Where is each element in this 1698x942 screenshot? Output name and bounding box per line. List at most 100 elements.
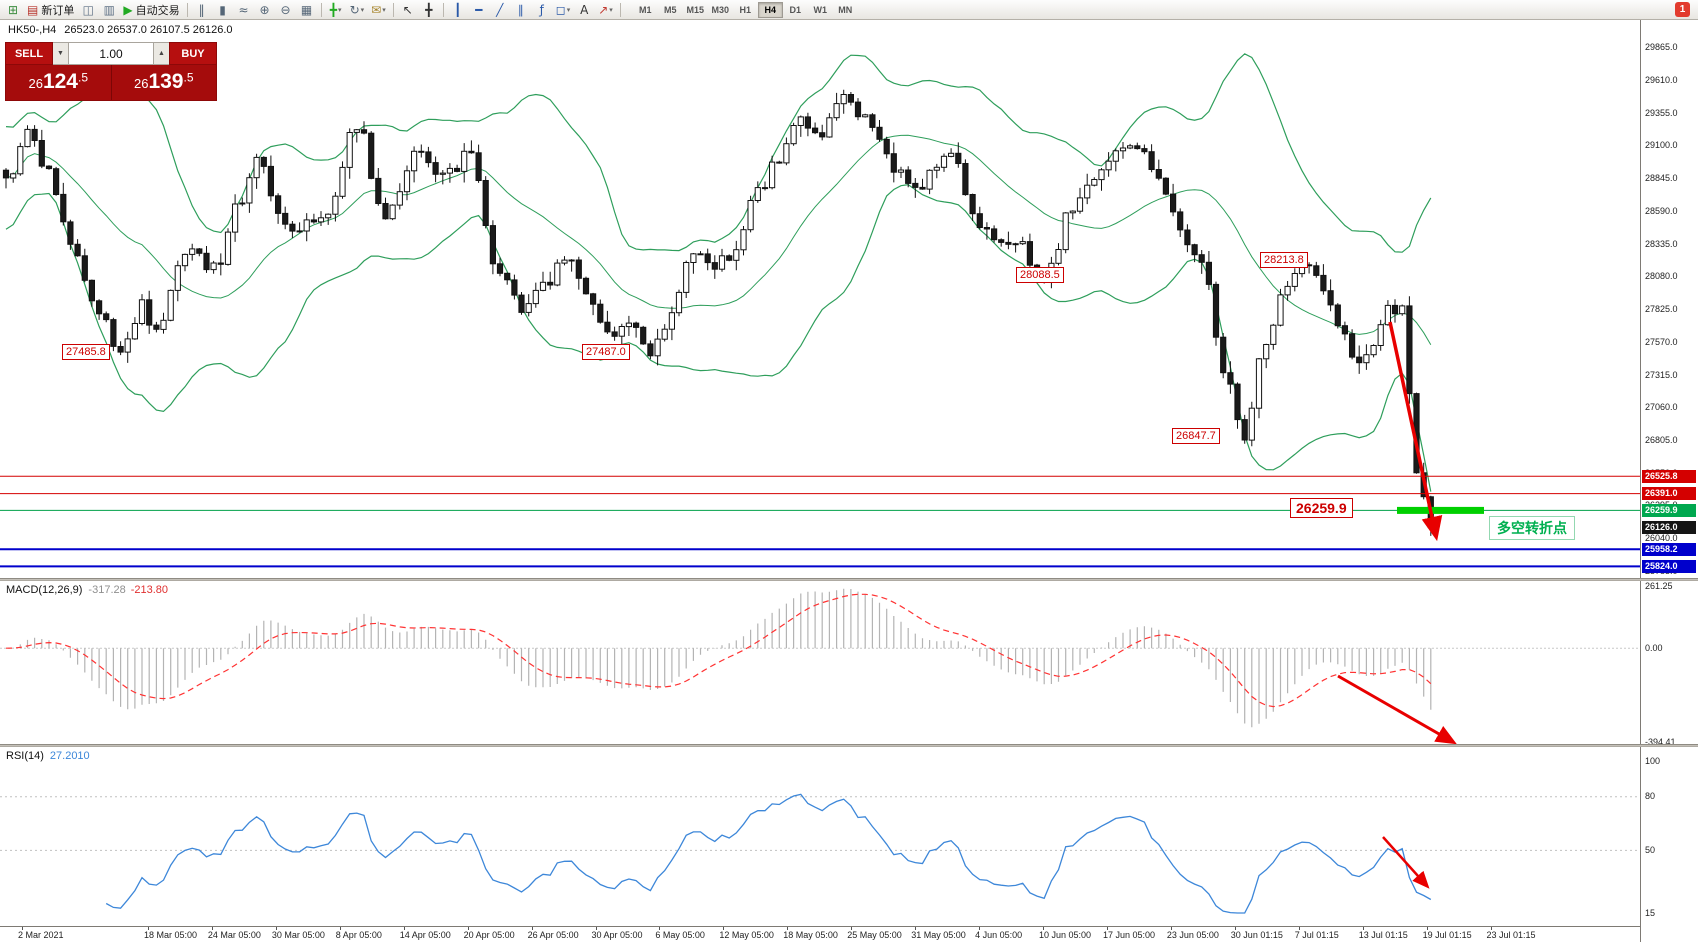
time-tick-mark bbox=[915, 927, 917, 930]
timeframe-h1[interactable]: H1 bbox=[733, 2, 758, 18]
price-axis[interactable]: 29865.0 29610.0 29355.0 29100.0 28845.0 28590… bbox=[1640, 20, 1698, 942]
time-label: 12 May 05:00 bbox=[719, 930, 774, 940]
timeframe-m15[interactable]: M15 bbox=[683, 2, 708, 18]
price-tick: 27825.0 bbox=[1645, 304, 1678, 314]
buy-button[interactable]: BUY bbox=[169, 42, 217, 65]
price-tick: 29865.0 bbox=[1645, 42, 1678, 53]
price-tick: 27570.0 bbox=[1645, 336, 1678, 347]
toolbar-separator bbox=[186, 2, 188, 17]
timeframe-h4[interactable]: H4 bbox=[757, 1, 783, 18]
vertical-line-icon: ┃ bbox=[454, 2, 462, 17]
macd-indicator-header: MACD(12,26,9) -317.28 -213.80 bbox=[6, 584, 168, 596]
bollinger-bands bbox=[5, 53, 1432, 492]
sell-price-fraction: .5 bbox=[78, 70, 89, 85]
dropdown-caret-icon: ▾ bbox=[382, 5, 386, 14]
notification-badge[interactable]: 1 bbox=[1675, 2, 1690, 17]
toolbar-separator bbox=[619, 2, 621, 17]
horizontal-line-button[interactable]: ━ bbox=[469, 1, 489, 18]
dropdown-caret-icon: ▾ bbox=[360, 5, 365, 14]
price-tick: 28335.0 bbox=[1645, 238, 1678, 249]
time-tick-mark bbox=[339, 927, 341, 930]
time-axis[interactable]: 2 Mar 2021 18 Mar 05:00 24 Mar 05:00 30 Mar… bbox=[0, 926, 1640, 942]
time-tick-mark bbox=[1298, 927, 1300, 930]
macd-panel-resize-handle[interactable] bbox=[0, 578, 1698, 581]
templates-button[interactable]: ✉ ▾ bbox=[368, 1, 389, 18]
time-label: 31 May 05:00 bbox=[911, 930, 966, 940]
time-label: 2 Mar 2021 bbox=[18, 930, 64, 940]
time-label: 17 Jun 05:00 bbox=[1103, 930, 1156, 940]
toolbar-separator bbox=[392, 2, 394, 17]
time-label: 30 Apr 05:00 bbox=[591, 930, 643, 940]
bar-chart-button[interactable]: ‖ bbox=[192, 1, 212, 18]
sell-price[interactable]: 26124.5 bbox=[6, 65, 111, 100]
periods-button[interactable]: ↻ ▾ bbox=[347, 1, 368, 18]
price-pivot-label: 28213.8 bbox=[1260, 252, 1308, 268]
fibonacci-button[interactable]: ƒ bbox=[532, 1, 552, 18]
autotrading-button[interactable]: ▶ 自动交易 bbox=[120, 1, 182, 18]
cursor-button[interactable]: ↖ bbox=[398, 1, 418, 18]
one-click-trading-panel: SELL ▼ ▲ BUY 26124.5 26139.5 bbox=[5, 42, 217, 101]
volume-increase-button[interactable]: ▲ bbox=[154, 42, 169, 65]
sell-price-prefix: 26 bbox=[28, 76, 43, 91]
timeframe-mn[interactable]: MN bbox=[833, 2, 858, 18]
time-label: 6 May 05:00 bbox=[655, 930, 705, 940]
shapes-button[interactable]: ◻ ▾ bbox=[553, 1, 573, 18]
crosshair-button[interactable]: ╋ bbox=[419, 1, 439, 18]
toolbar-separator bbox=[320, 2, 322, 17]
price-tick: 29355.0 bbox=[1645, 107, 1678, 118]
price-tag: 26525.8 bbox=[1642, 469, 1696, 483]
indicators-icon: ╋ bbox=[329, 2, 337, 17]
volume-input[interactable] bbox=[68, 42, 154, 65]
macd-signal-value: -213.80 bbox=[130, 584, 169, 596]
rsi-indicator-header: RSI(14) 27.2010 bbox=[6, 750, 90, 762]
macd-histogram bbox=[12, 588, 1432, 728]
text-button[interactable]: A bbox=[574, 1, 594, 18]
time-label: 14 Apr 05:00 bbox=[399, 930, 451, 940]
rsi-scale-tick: 100 bbox=[1645, 755, 1661, 766]
trendline-button[interactable]: ╱ bbox=[490, 1, 510, 18]
time-tick-mark bbox=[1490, 927, 1492, 930]
indicators-button[interactable]: ╋ ▾ bbox=[326, 1, 346, 18]
charts-layout-button[interactable]: ▥ bbox=[99, 1, 119, 18]
time-label: 30 Jun 01:15 bbox=[1230, 930, 1283, 940]
time-tick-mark bbox=[467, 927, 469, 930]
rsi-value: 27.2010 bbox=[49, 750, 90, 762]
zoom-out-button[interactable]: ⊖ bbox=[276, 1, 296, 18]
sell-button[interactable]: SELL bbox=[5, 42, 53, 65]
price-tick: 26040.0 bbox=[1645, 533, 1678, 544]
time-tick-mark bbox=[723, 927, 725, 930]
rsi-scale-tick: 15 bbox=[1645, 907, 1656, 918]
timeframe-m5[interactable]: M5 bbox=[658, 2, 683, 18]
time-tick-mark bbox=[1170, 927, 1172, 930]
timeframe-m30[interactable]: M30 bbox=[708, 2, 733, 18]
support-zone-highlight bbox=[1397, 506, 1484, 514]
price-tag: 26259.9 bbox=[1642, 503, 1696, 517]
macd-main-value: -317.28 bbox=[88, 584, 126, 596]
zoom-in-button[interactable]: ⊕ bbox=[255, 1, 275, 18]
tile-windows-icon: ▦ bbox=[300, 2, 313, 17]
price-pivot-label: 27487.0 bbox=[582, 344, 630, 360]
line-chart-button[interactable]: ≈ bbox=[234, 1, 254, 18]
candlestick-chart-button[interactable]: ▮ bbox=[213, 1, 233, 18]
new-order-button[interactable]: ▤ 新订单 bbox=[24, 1, 77, 18]
vertical-line-button[interactable]: ┃ bbox=[448, 1, 468, 18]
buy-price[interactable]: 26139.5 bbox=[110, 65, 217, 100]
channel-button[interactable]: ∥ bbox=[511, 1, 531, 18]
time-tick-mark bbox=[851, 927, 853, 930]
buy-price-pips: 139 bbox=[148, 70, 184, 93]
arrows-button[interactable]: ↗ ▾ bbox=[595, 1, 616, 18]
profiles-button[interactable]: ◫ bbox=[78, 1, 98, 18]
tile-windows-button[interactable]: ▦ bbox=[297, 1, 317, 18]
new-chart-button[interactable]: ⊞ bbox=[3, 1, 23, 18]
price-tick: 28080.0 bbox=[1645, 271, 1678, 282]
cursor-icon: ↖ bbox=[402, 2, 413, 17]
timeframe-w1[interactable]: W1 bbox=[808, 2, 833, 18]
volume-decrease-button[interactable]: ▼ bbox=[53, 42, 68, 65]
rsi-trend-arrow bbox=[1382, 836, 1430, 889]
time-tick-mark bbox=[211, 927, 213, 930]
price-tick: 27315.0 bbox=[1645, 369, 1678, 380]
timeframe-m1[interactable]: M1 bbox=[633, 2, 658, 18]
timeframe-d1[interactable]: D1 bbox=[783, 2, 808, 18]
rsi-panel-resize-handle[interactable] bbox=[0, 744, 1698, 747]
